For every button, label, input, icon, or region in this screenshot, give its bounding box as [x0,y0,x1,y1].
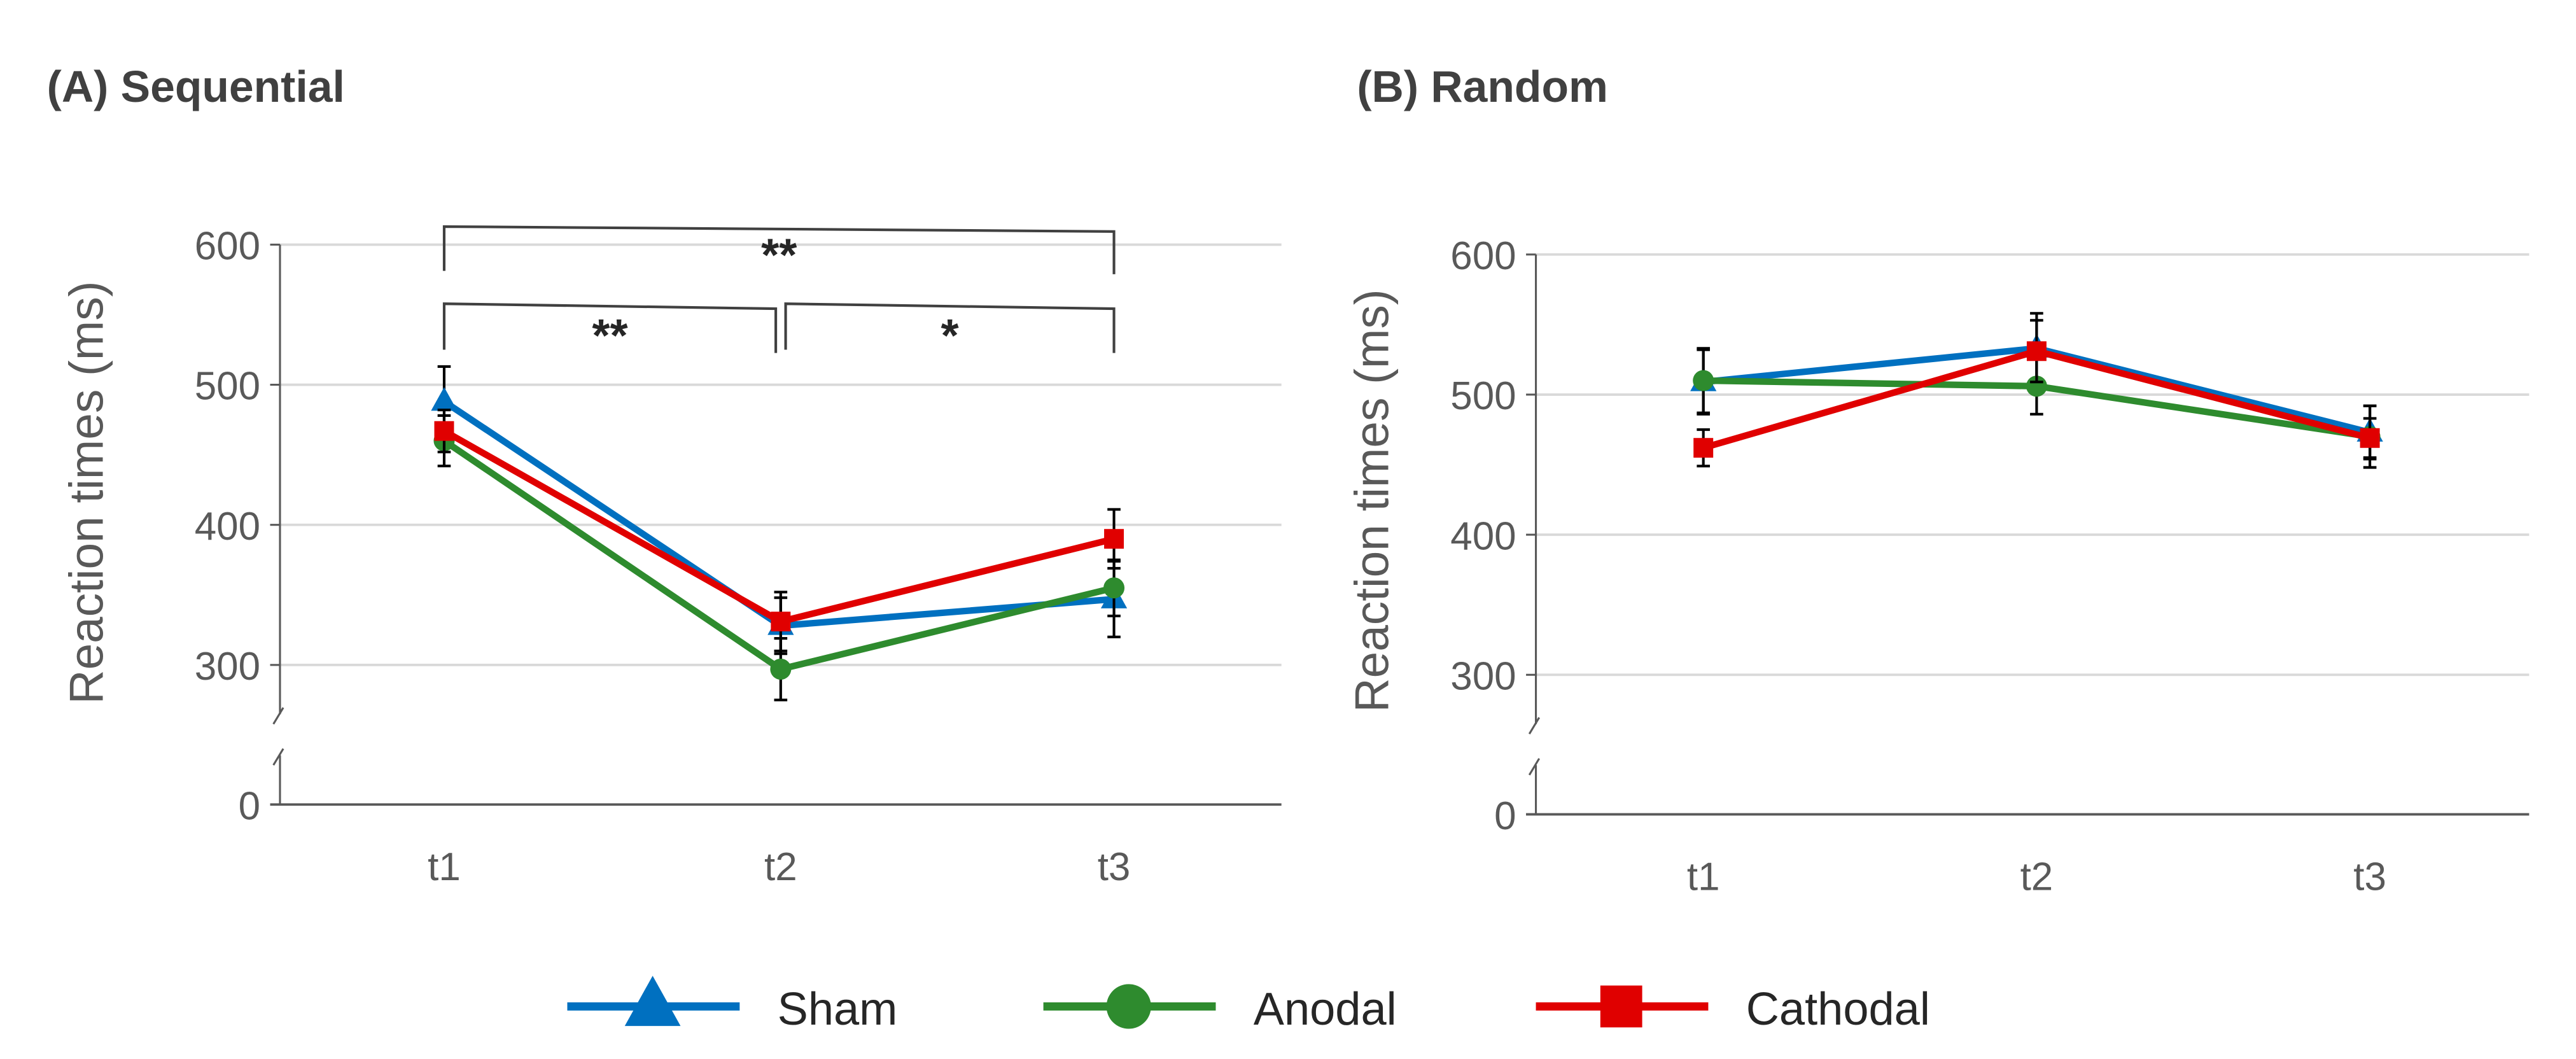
axis-break-mark [272,707,284,725]
significance-label: ** [761,230,797,281]
legend-label: Sham [778,984,898,1035]
x-tick-label: t2 [2020,855,2054,899]
x-tick-label: t1 [1687,855,1720,899]
data-point [431,387,458,411]
data-point [771,612,791,632]
y-tick-label: 400 [195,505,260,549]
y-axis-label: Reaction times (ms) [59,281,113,704]
y-tick-label: 400 [1450,514,1516,558]
x-tick-label: t3 [1098,845,1131,889]
y-tick-label: 0 [1494,794,1516,838]
square-marker-icon [1600,985,1642,1028]
data-point [770,658,792,680]
significance-bracket [442,302,778,353]
x-tick-label: t2 [764,845,797,889]
significance-label: * [941,311,959,361]
x-tick-label: t3 [2353,855,2386,899]
y-tick-label: 600 [195,225,260,269]
data-point [434,421,454,441]
data-point [1693,438,1714,458]
data-point [2026,341,2047,361]
y-tick-label: 0 [239,784,260,828]
y-tick-label: 300 [195,645,260,689]
x-tick-label: t1 [428,845,461,889]
panel-b-chart: 0 300 400 500 600 t1 t2 t3 Reaction times (ms) [1345,234,2530,899]
significance-bracket [442,225,1116,274]
panel-b-title: (B) Random [1357,62,1608,111]
series-cathodal [1693,319,2380,468]
legend: Sham Anodal Cathodal [567,976,1930,1035]
legend-item-anodal: Anodal [1043,984,1397,1035]
significance-bracket [784,302,1116,353]
axis-break-mark [1528,717,1541,734]
axis-break-mark [1528,758,1541,776]
legend-item-sham: Sham [567,976,897,1035]
series-cathodal [434,409,1124,652]
legend-item-cathodal: Cathodal [1536,984,1930,1035]
legend-label: Cathodal [1746,984,1930,1035]
data-point [1104,529,1124,549]
circle-marker-icon [1106,984,1151,1029]
significance-label: ** [592,311,628,361]
y-tick-label: 600 [1450,234,1516,278]
data-point [2360,428,2380,448]
series-anodal [433,414,1125,701]
y-tick-label: 300 [1450,655,1516,699]
panel-a-title: (A) Sequential [47,62,345,111]
y-tick-label: 500 [195,365,260,409]
y-axis-label: Reaction times (ms) [1345,289,1398,712]
legend-label: Anodal [1254,984,1397,1035]
data-point [1693,370,1714,391]
triangle-marker-icon [624,976,681,1027]
data-point [1103,577,1125,599]
axis-break-mark [272,748,284,766]
y-tick-label: 500 [1450,374,1516,418]
